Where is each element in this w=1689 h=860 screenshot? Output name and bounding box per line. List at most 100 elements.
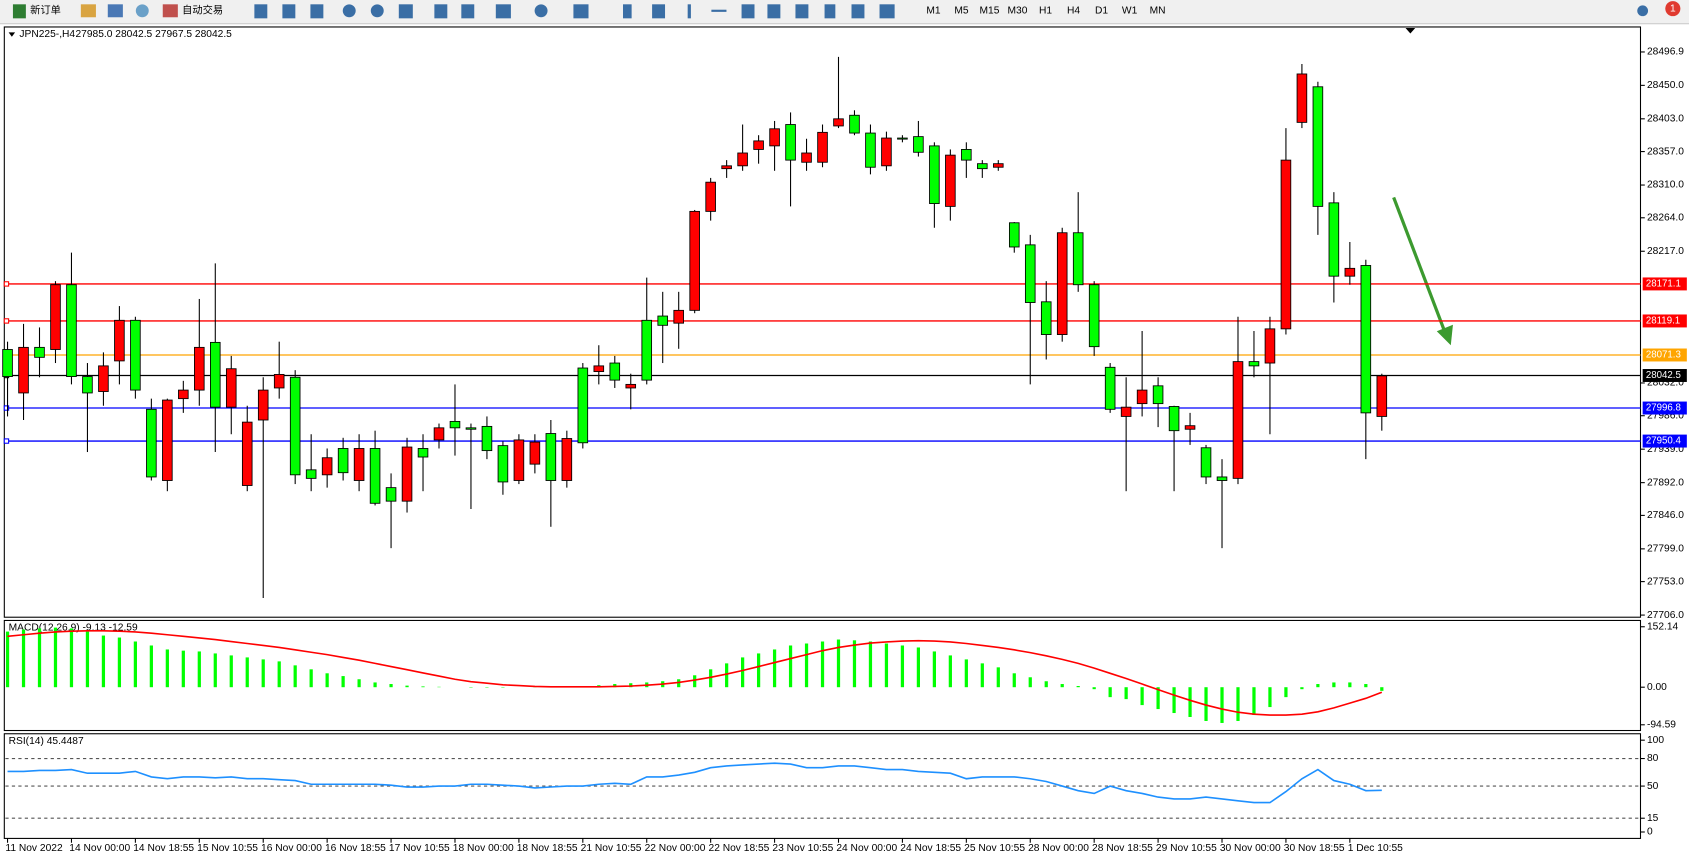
candle-body (2, 349, 13, 377)
level-label: 28119.1 (1646, 316, 1680, 327)
menu-triangle[interactable] (8, 32, 16, 37)
icon[interactable] (851, 4, 865, 19)
icon[interactable] (879, 4, 895, 19)
timeframe-button[interactable]: W1 (1122, 5, 1138, 16)
timeframe-button[interactable]: M1 (926, 5, 941, 16)
icon[interactable] (573, 4, 589, 19)
x-tick-label: 24 Nov 00:00 (836, 843, 897, 854)
toolbar (0, 0, 1689, 24)
auto-trade-icon[interactable] (162, 4, 178, 18)
candle-body (210, 341, 221, 408)
macd-signal (7, 629, 1383, 716)
candle-body (657, 315, 668, 326)
icon[interactable] (80, 4, 96, 18)
candle-body (1024, 244, 1036, 303)
x-tick-label: 17 Nov 10:55 (389, 843, 450, 854)
timeframe-button[interactable]: M15 (980, 5, 1000, 16)
y-tick-label: 15 (1647, 813, 1659, 824)
y-tick-label: -94.59 (1647, 719, 1676, 730)
candle-body (881, 137, 892, 167)
candle-body (721, 165, 732, 170)
x-tick-label: 28 Nov 00:00 (1028, 843, 1089, 854)
level-label: 28071.3 (1646, 350, 1681, 361)
candle-body (1008, 222, 1020, 248)
new-order-icon[interactable] (12, 4, 26, 19)
icon[interactable] (282, 4, 296, 19)
auto-trade-button[interactable]: 自动交易 (182, 3, 223, 16)
candle-body (769, 128, 780, 147)
y-tick-label: 28450.0 (1647, 80, 1684, 91)
icon[interactable] (623, 4, 632, 19)
icon[interactable] (254, 4, 268, 19)
icon[interactable] (711, 9, 727, 12)
candle-body (1360, 265, 1372, 414)
timeframe-button[interactable]: M5 (954, 5, 969, 16)
x-tick-label: 14 Nov 00:00 (69, 843, 130, 854)
search-icon[interactable] (1637, 5, 1649, 17)
icon[interactable] (107, 4, 123, 18)
candle-body (321, 457, 333, 476)
candle-body (1200, 447, 1212, 478)
icon[interactable] (824, 4, 836, 19)
candle-body (1344, 267, 1356, 277)
candle-body (1232, 361, 1244, 479)
candle-body (114, 319, 125, 362)
y-tick-label: 27706.0 (1647, 610, 1684, 621)
icon[interactable] (652, 4, 666, 19)
x-tick-label: 18 Nov 00:00 (453, 843, 514, 854)
icon[interactable] (461, 4, 475, 19)
candle-body (401, 446, 413, 502)
candle-body (18, 346, 29, 394)
candle-body (162, 399, 173, 481)
timeframe-button[interactable]: M30 (1008, 5, 1028, 16)
candle-body (1136, 389, 1148, 405)
icon[interactable] (310, 4, 324, 19)
candle-body (82, 376, 93, 394)
candle-body (194, 346, 205, 391)
icon[interactable] (495, 4, 511, 19)
y-tick-label: 27846.0 (1647, 510, 1684, 521)
candle-body (1248, 361, 1260, 367)
candle-body (1104, 366, 1116, 410)
candle-body (1296, 73, 1308, 123)
candle-body (977, 163, 988, 170)
notification-badge[interactable] (1665, 1, 1681, 17)
candle-body (1040, 301, 1052, 335)
icon[interactable] (370, 4, 384, 18)
y-tick-label: 28310.0 (1647, 180, 1684, 191)
timeframe-button[interactable]: H4 (1067, 5, 1080, 16)
y-tick-label: 28496.9 (1647, 47, 1684, 58)
icon[interactable] (795, 4, 809, 19)
candle-body (513, 439, 525, 481)
timeframe-button[interactable]: D1 (1095, 5, 1108, 16)
candle-body (1088, 284, 1100, 348)
timeframe-button[interactable]: H1 (1039, 5, 1052, 16)
y-tick-label: 50 (1647, 781, 1659, 792)
candle-body (273, 373, 285, 389)
timeframe-button[interactable]: MN (1150, 5, 1166, 16)
icon[interactable] (741, 4, 755, 19)
candle-body (737, 152, 748, 167)
icon[interactable] (135, 4, 149, 18)
candle-body (465, 427, 477, 430)
shift-marker (1405, 28, 1416, 34)
icon[interactable] (434, 4, 448, 19)
y-tick-label: 80 (1647, 753, 1659, 764)
icon[interactable] (534, 4, 548, 18)
candle-body (289, 376, 301, 476)
candle-body (529, 441, 541, 465)
candle-body (1280, 159, 1292, 330)
ohlc-readout: 27985.0 28042.5 27967.5 28042.5 (75, 29, 232, 40)
icon[interactable] (398, 4, 413, 19)
candle-body (50, 284, 61, 350)
candle-body (417, 448, 429, 458)
y-tick-label: 27892.0 (1647, 477, 1684, 488)
candle-body (929, 145, 940, 204)
candle-body (833, 118, 844, 127)
icon[interactable] (687, 4, 691, 19)
icon[interactable] (767, 4, 781, 19)
x-tick-label: 30 Nov 18:55 (1284, 843, 1345, 854)
new-order-button[interactable]: 新订单 (30, 3, 61, 16)
icon[interactable] (342, 4, 356, 18)
